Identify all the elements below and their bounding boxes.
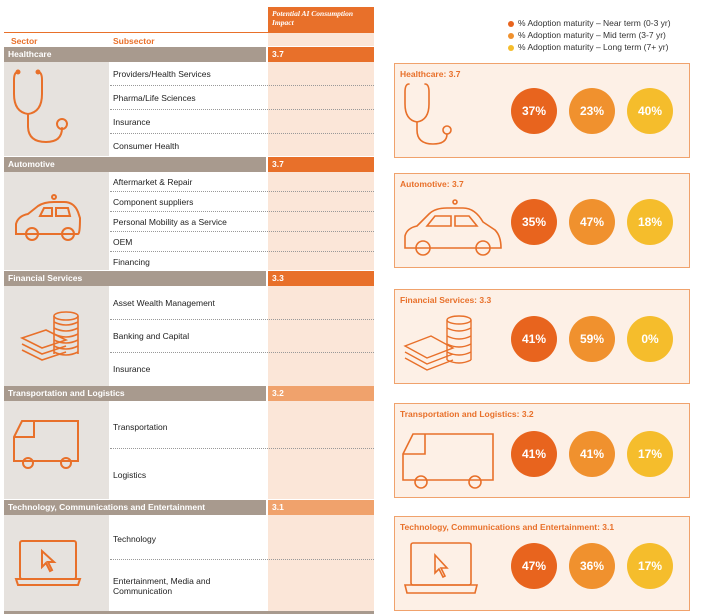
- row-divider: [110, 251, 374, 252]
- van-icon: [402, 433, 494, 489]
- subsector-item: Aftermarket & Repair: [113, 177, 193, 187]
- coins-cash-icon: [19, 311, 79, 361]
- near-term-circle: 47%: [511, 543, 557, 589]
- row-divider: [110, 559, 374, 560]
- legend-label: % Adoption maturity – Near term (0-3 yr): [518, 18, 671, 28]
- row-divider: [110, 191, 374, 192]
- near-term-circle: 37%: [511, 88, 557, 134]
- impact-transportation: 3.2: [268, 386, 374, 401]
- subsector-item: Providers/Health Services: [113, 69, 211, 79]
- mid-term-circle: 59%: [569, 316, 615, 362]
- row-divider: [110, 109, 374, 110]
- row-divider: [110, 352, 374, 353]
- subsector-column-header: Subsector: [113, 36, 155, 46]
- mid-term-circle: 23%: [569, 88, 615, 134]
- panel-technology: Technology, Communications and Entertain…: [394, 516, 690, 611]
- impact-column-bg: [268, 33, 374, 46]
- car-icon: [15, 194, 82, 241]
- sector-bar-transportation: Transportation and Logistics: [4, 386, 266, 401]
- stethoscope-icon: [13, 69, 68, 144]
- row-divider: [110, 133, 374, 134]
- sector-column-header: Sector: [11, 36, 38, 46]
- subsector-item: Pharma/Life Sciences: [113, 93, 196, 103]
- van-icon: [13, 420, 79, 469]
- impact-fill-automotive: [268, 172, 374, 270]
- panel-title: Transportation and Logistics: 3.2: [400, 409, 534, 419]
- laptop-icon: [403, 542, 479, 594]
- mid-term-circle: 36%: [569, 543, 615, 589]
- next-sector-bar-edge: [4, 611, 374, 614]
- impact-technology: 3.1: [268, 500, 374, 515]
- row-divider: [110, 319, 374, 320]
- coins-cash-icon: [403, 315, 472, 371]
- panel-title: Healthcare: 3.7: [400, 69, 461, 79]
- panel-financial-services: Financial Services: 3.3 41% 59% 0%: [394, 289, 690, 384]
- impact-column-header: Potential AI Consumption Impact: [268, 7, 374, 32]
- subsector-item: Technology: [113, 534, 157, 544]
- panel-automotive: Automotive: 3.7 35% 47% 18%: [394, 173, 690, 268]
- sector-bar-financial-services: Financial Services: [4, 271, 266, 286]
- impact-fill-financial-services: [268, 286, 374, 386]
- panel-title: Financial Services: 3.3: [400, 295, 492, 305]
- panel-title: Automotive: 3.7: [400, 179, 464, 189]
- subsector-item: Entertainment, Media and Communication: [113, 576, 211, 596]
- subsector-item: Consumer Health: [113, 141, 180, 151]
- subsector-item: OEM: [113, 237, 133, 247]
- laptop-icon: [14, 540, 82, 586]
- stethoscope-icon: [404, 83, 452, 145]
- near-term-circle: 41%: [511, 431, 557, 477]
- legend-dot: [508, 20, 514, 27]
- subsector-item: Transportation: [113, 422, 168, 432]
- long-term-circle: 17%: [627, 431, 673, 477]
- panel-transportation: Transportation and Logistics: 3.2 41% 41…: [394, 403, 690, 498]
- icon-cell-healthcare: [4, 62, 109, 156]
- sector-bar-healthcare: Healthcare: [4, 47, 266, 62]
- long-term-circle: 40%: [627, 88, 673, 134]
- panel-healthcare: Healthcare: 3.7 37% 23% 40%: [394, 63, 690, 158]
- long-term-circle: 0%: [627, 316, 673, 362]
- row-divider: [110, 85, 374, 86]
- legend-label: % Adoption maturity – Mid term (3-7 yr): [518, 30, 666, 40]
- impact-financial-services: 3.3: [268, 271, 374, 286]
- icon-cell-financial-services: [4, 286, 109, 386]
- near-term-circle: 35%: [511, 199, 557, 245]
- car-icon: [404, 199, 502, 256]
- impact-fill-transportation: [268, 401, 374, 499]
- long-term-circle: 18%: [627, 199, 673, 245]
- long-term-circle: 17%: [627, 543, 673, 589]
- legend-dot: [508, 32, 514, 39]
- row-divider: [110, 231, 374, 232]
- subsector-item: Component suppliers: [113, 197, 194, 207]
- mid-term-circle: 47%: [569, 199, 615, 245]
- header-divider: [4, 32, 374, 33]
- impact-healthcare: 3.7: [268, 47, 374, 62]
- row-divider: [110, 448, 374, 449]
- icon-cell-transportation: [4, 401, 109, 499]
- icon-cell-technology: [4, 515, 109, 611]
- subsector-item: Insurance: [113, 117, 151, 127]
- legend-dot: [508, 44, 514, 51]
- mid-term-circle: 41%: [569, 431, 615, 477]
- legend-label: % Adoption maturity – Long term (7+ yr): [518, 42, 669, 52]
- sector-bar-technology: Technology, Communications and Entertain…: [4, 500, 266, 515]
- row-divider: [110, 211, 374, 212]
- subsector-item: Insurance: [113, 364, 151, 374]
- impact-automotive: 3.7: [268, 157, 374, 172]
- subsector-item: Personal Mobility as a Service: [113, 217, 227, 227]
- legend-near-term: % Adoption maturity – Near term (0-3 yr): [508, 18, 671, 28]
- legend-long-term: % Adoption maturity – Long term (7+ yr): [508, 42, 668, 52]
- legend-mid-term: % Adoption maturity – Mid term (3-7 yr): [508, 30, 666, 40]
- subsector-item: Asset Wealth Management: [113, 298, 215, 308]
- panel-title: Technology, Communications and Entertain…: [400, 522, 615, 532]
- sector-bar-automotive: Automotive: [4, 157, 266, 172]
- subsector-item: Logistics: [113, 470, 147, 480]
- impact-fill-technology: [268, 515, 374, 611]
- icon-cell-automotive: [4, 172, 109, 270]
- near-term-circle: 41%: [511, 316, 557, 362]
- subsector-item: Banking and Capital: [113, 331, 190, 341]
- subsector-item: Financing: [113, 257, 150, 267]
